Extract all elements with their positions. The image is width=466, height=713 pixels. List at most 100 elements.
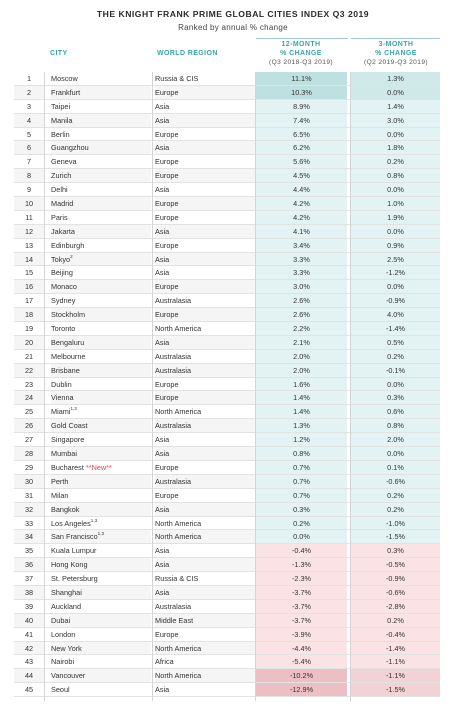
change-3-month-cell: 0.2%: [351, 613, 440, 627]
change-12-month-cell: 0.3%: [256, 502, 347, 516]
city-cell: Tokyo2: [51, 252, 151, 266]
region-cell: Asia: [155, 335, 255, 349]
header-3-line2: % CHANGE: [375, 50, 417, 57]
table-row: 23 Dublin Europe 1.6% 0.0%: [14, 377, 440, 392]
city-name: Bucharest: [51, 462, 84, 472]
city-name: Tokyo: [51, 254, 71, 264]
city-cell: St. Petersburg: [51, 572, 151, 585]
rank-cell: 17: [14, 294, 44, 308]
column-divider: [350, 72, 351, 701]
region-cell: Asia: [155, 447, 255, 460]
table-row: 8 Zurich Europe 4.5% 0.8%: [14, 169, 440, 184]
region-cell: Asia: [155, 252, 255, 266]
region-cell: North America: [155, 669, 255, 683]
city-cell: Melbourne: [51, 349, 151, 363]
city-name: Milan: [51, 490, 69, 500]
change-3-month-cell: -1.5%: [351, 683, 440, 697]
col12-top-rule: [256, 38, 348, 39]
rank-cell: 4: [14, 113, 44, 127]
city-name: Vienna: [51, 393, 74, 403]
change-12-month-cell: 2.0%: [256, 349, 347, 363]
table-row: 17 Sydney Australasia 2.6% -0.9%: [14, 294, 440, 309]
city-cell: Taipei: [51, 99, 151, 113]
region-cell: North America: [155, 641, 255, 655]
footnote-marker: 1,3: [97, 531, 105, 537]
change-3-month-cell: 0.2%: [351, 488, 440, 502]
change-3-month-cell: 1.8%: [351, 141, 440, 155]
rank-cell: 19: [14, 322, 44, 335]
city-cell: Miami1,3: [51, 405, 151, 419]
table-row: 24 Vienna Europe 1.4% 0.3%: [14, 391, 440, 406]
city-cell: Monaco: [51, 280, 151, 294]
change-12-month-cell: 4.2%: [256, 197, 347, 210]
rank-cell: 11: [14, 210, 44, 224]
header-12-period: (Q3 2018-Q3 2019): [269, 59, 333, 66]
city-name: Edinburgh: [51, 240, 85, 250]
change-3-month-cell: 0.0%: [351, 280, 440, 294]
rank-cell: 22: [14, 363, 44, 377]
footnote-marker: 1,3: [90, 517, 98, 523]
change-12-month-cell: -3.9%: [256, 627, 347, 641]
region-cell: Asia: [155, 433, 255, 447]
rank-cell: 28: [14, 447, 44, 460]
change-12-month-cell: 1.6%: [256, 377, 347, 391]
column-divider: [255, 72, 256, 701]
city-cell: Kuala Lumpur: [51, 544, 151, 558]
change-12-month-cell: -4.4%: [256, 641, 347, 655]
rank-cell: 40: [14, 613, 44, 627]
city-cell: London: [51, 627, 151, 641]
region-cell: North America: [155, 530, 255, 544]
city-name: Guangzhou: [51, 143, 89, 153]
rank-cell: 26: [14, 419, 44, 433]
column-divider: [44, 72, 45, 701]
rank-cell: 10: [14, 197, 44, 210]
region-cell: Europe: [155, 85, 255, 99]
rank-cell: 37: [14, 572, 44, 585]
city-cell: Perth: [51, 474, 151, 488]
city-cell: Madrid: [51, 197, 151, 210]
city-name: Jakarta: [51, 226, 75, 236]
table-row: 1 Moscow Russia & CIS 11.1% 1.3%: [14, 72, 440, 86]
change-12-month-cell: 2.0%: [256, 363, 347, 377]
rank-cell: 25: [14, 405, 44, 419]
column-header-region: WORLD REGION: [157, 50, 218, 57]
city-name: London: [51, 629, 76, 639]
rank-cell: 5: [14, 127, 44, 141]
city-name: New York: [51, 643, 82, 653]
table-row: 7 Geneva Europe 5.6% 0.2%: [14, 155, 440, 170]
table-row: 45 Seoul Asia -12.9% -1.5%: [14, 683, 440, 698]
change-12-month-cell: 10.3%: [256, 85, 347, 99]
change-3-month-cell: 0.0%: [351, 224, 440, 238]
rank-cell: 32: [14, 502, 44, 516]
table-row: 44 Vancouver North America -10.2% -1.1%: [14, 669, 440, 684]
rank-cell: 35: [14, 544, 44, 558]
column-divider: [152, 72, 153, 701]
change-12-month-cell: 1.2%: [256, 433, 347, 447]
table-row: 38 Shanghai Asia -3.7% -0.6%: [14, 585, 440, 600]
rank-cell: 38: [14, 585, 44, 599]
table-row: 36 Hong Kong Asia -1.3% -0.5%: [14, 558, 440, 573]
change-12-month-cell: 0.0%: [256, 530, 347, 544]
city-cell: Guangzhou: [51, 141, 151, 155]
rank-cell: 24: [14, 391, 44, 405]
change-3-month-cell: 0.0%: [351, 85, 440, 99]
change-12-month-cell: -5.4%: [256, 655, 347, 669]
region-cell: Europe: [155, 627, 255, 641]
change-12-month-cell: 3.0%: [256, 280, 347, 294]
region-cell: North America: [155, 516, 255, 530]
city-cell: Zurich: [51, 169, 151, 183]
change-12-month-cell: -3.7%: [256, 613, 347, 627]
city-name: Nairobi: [51, 657, 75, 667]
change-12-month-cell: -3.7%: [256, 599, 347, 613]
rank-cell: 9: [14, 183, 44, 197]
table-row: 37 St. Petersburg Russia & CIS -2.3% -0.9%: [14, 572, 440, 586]
region-cell: Russia & CIS: [155, 72, 255, 85]
table-row: 12 Jakarta Asia 4.1% 0.0%: [14, 224, 440, 239]
change-12-month-cell: 0.7%: [256, 460, 347, 474]
region-cell: North America: [155, 405, 255, 419]
region-cell: Europe: [155, 197, 255, 210]
change-12-month-cell: 4.5%: [256, 169, 347, 183]
change-12-month-cell: -2.3%: [256, 572, 347, 585]
city-cell: Vienna: [51, 391, 151, 405]
table-row: 5 Berlin Europe 6.5% 0.0%: [14, 127, 440, 142]
